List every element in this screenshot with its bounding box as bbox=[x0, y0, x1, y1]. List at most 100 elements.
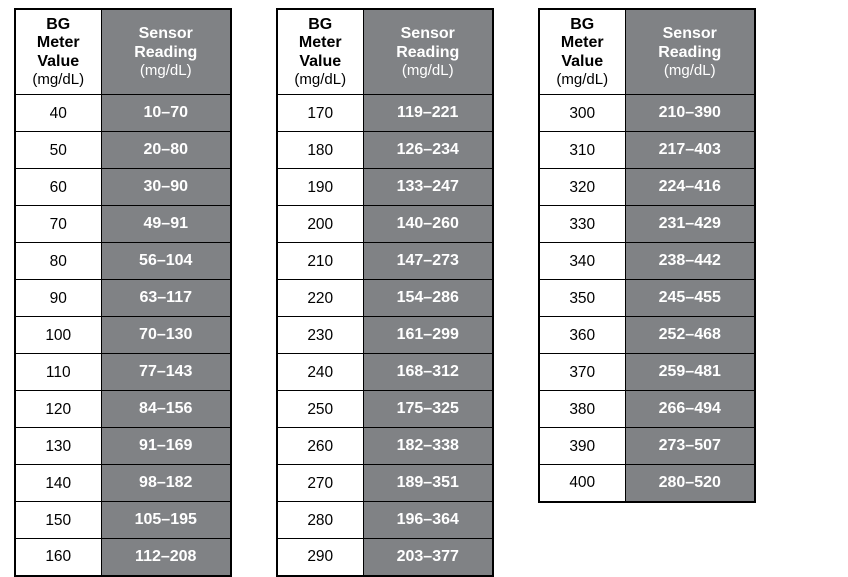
table-row: 9063–117 bbox=[15, 280, 231, 317]
cell-sensor-reading: 63–117 bbox=[101, 280, 231, 317]
cell-meter-value: 390 bbox=[539, 428, 625, 465]
table-row: 10070–130 bbox=[15, 317, 231, 354]
cell-sensor-reading: 252–468 bbox=[625, 317, 755, 354]
cell-meter-value: 120 bbox=[15, 391, 101, 428]
table-row: 310217–403 bbox=[539, 132, 755, 169]
table-row: 12084–156 bbox=[15, 391, 231, 428]
header-meter: BG Meter Value (mg/dL) bbox=[277, 9, 363, 95]
cell-meter-value: 280 bbox=[277, 502, 363, 539]
header-meter: BG Meter Value (mg/dL) bbox=[539, 9, 625, 95]
header-meter-line2: Value bbox=[548, 53, 617, 71]
table-row: 4010–70 bbox=[15, 95, 231, 132]
table-row: 280196–364 bbox=[277, 502, 493, 539]
cell-meter-value: 160 bbox=[15, 539, 101, 576]
cell-meter-value: 100 bbox=[15, 317, 101, 354]
table-row: 11077–143 bbox=[15, 354, 231, 391]
header-sensor-line2: Reading bbox=[636, 44, 745, 62]
table-row: 350245–455 bbox=[539, 280, 755, 317]
table-body-2: 170119–221180126–234190133–247200140–260… bbox=[277, 95, 493, 576]
cell-meter-value: 250 bbox=[277, 391, 363, 428]
table-row: 210147–273 bbox=[277, 243, 493, 280]
cell-sensor-reading: 56–104 bbox=[101, 243, 231, 280]
cell-sensor-reading: 245–455 bbox=[625, 280, 755, 317]
table-row: 240168–312 bbox=[277, 354, 493, 391]
cell-sensor-reading: 259–481 bbox=[625, 354, 755, 391]
table-row: 390273–507 bbox=[539, 428, 755, 465]
header-sensor: Sensor Reading (mg/dL) bbox=[363, 9, 493, 95]
table-row: 8056–104 bbox=[15, 243, 231, 280]
header-sensor-unit: (mg/dL) bbox=[374, 62, 483, 79]
table-row: 200140–260 bbox=[277, 206, 493, 243]
cell-sensor-reading: 70–130 bbox=[101, 317, 231, 354]
cell-sensor-reading: 182–338 bbox=[363, 428, 493, 465]
header-sensor-line1: Sensor bbox=[374, 25, 483, 43]
header-meter-unit: (mg/dL) bbox=[548, 71, 617, 88]
cell-sensor-reading: 98–182 bbox=[101, 465, 231, 502]
cell-sensor-reading: 175–325 bbox=[363, 391, 493, 428]
bg-sensor-table-2: BG Meter Value (mg/dL) Sensor Reading (m… bbox=[276, 8, 494, 577]
table-row: 14098–182 bbox=[15, 465, 231, 502]
table-row: 290203–377 bbox=[277, 539, 493, 576]
cell-meter-value: 240 bbox=[277, 354, 363, 391]
header-sensor-unit: (mg/dL) bbox=[112, 62, 221, 79]
table-row: 300210–390 bbox=[539, 95, 755, 132]
cell-sensor-reading: 49–91 bbox=[101, 206, 231, 243]
cell-meter-value: 340 bbox=[539, 243, 625, 280]
cell-sensor-reading: 196–364 bbox=[363, 502, 493, 539]
header-sensor-line2: Reading bbox=[112, 44, 221, 62]
cell-sensor-reading: 168–312 bbox=[363, 354, 493, 391]
cell-meter-value: 270 bbox=[277, 465, 363, 502]
header-meter-unit: (mg/dL) bbox=[286, 71, 355, 88]
cell-meter-value: 360 bbox=[539, 317, 625, 354]
cell-meter-value: 170 bbox=[277, 95, 363, 132]
table-row: 340238–442 bbox=[539, 243, 755, 280]
cell-sensor-reading: 238–442 bbox=[625, 243, 755, 280]
cell-meter-value: 330 bbox=[539, 206, 625, 243]
table-row: 320224–416 bbox=[539, 169, 755, 206]
cell-meter-value: 110 bbox=[15, 354, 101, 391]
table-row: 7049–91 bbox=[15, 206, 231, 243]
cell-meter-value: 220 bbox=[277, 280, 363, 317]
header-sensor-unit: (mg/dL) bbox=[636, 62, 745, 79]
cell-meter-value: 320 bbox=[539, 169, 625, 206]
header-sensor: Sensor Reading (mg/dL) bbox=[101, 9, 231, 95]
table-header: BG Meter Value (mg/dL) Sensor Reading (m… bbox=[277, 9, 493, 95]
cell-sensor-reading: 10–70 bbox=[101, 95, 231, 132]
table-row: 150105–195 bbox=[15, 502, 231, 539]
cell-sensor-reading: 126–234 bbox=[363, 132, 493, 169]
cell-meter-value: 80 bbox=[15, 243, 101, 280]
table-row: 380266–494 bbox=[539, 391, 755, 428]
table-row: 13091–169 bbox=[15, 428, 231, 465]
table-row: 170119–221 bbox=[277, 95, 493, 132]
cell-sensor-reading: 273–507 bbox=[625, 428, 755, 465]
cell-sensor-reading: 91–169 bbox=[101, 428, 231, 465]
header-meter-line2: Value bbox=[286, 53, 355, 71]
cell-meter-value: 210 bbox=[277, 243, 363, 280]
cell-sensor-reading: 84–156 bbox=[101, 391, 231, 428]
table-row: 370259–481 bbox=[539, 354, 755, 391]
table-row: 230161–299 bbox=[277, 317, 493, 354]
cell-meter-value: 380 bbox=[539, 391, 625, 428]
header-meter-line1: BG Meter bbox=[286, 16, 355, 53]
cell-sensor-reading: 189–351 bbox=[363, 465, 493, 502]
cell-meter-value: 400 bbox=[539, 465, 625, 502]
table-row: 400280–520 bbox=[539, 465, 755, 502]
cell-sensor-reading: 112–208 bbox=[101, 539, 231, 576]
cell-meter-value: 130 bbox=[15, 428, 101, 465]
header-sensor: Sensor Reading (mg/dL) bbox=[625, 9, 755, 95]
cell-meter-value: 140 bbox=[15, 465, 101, 502]
cell-sensor-reading: 161–299 bbox=[363, 317, 493, 354]
table-row: 270189–351 bbox=[277, 465, 493, 502]
table-header: BG Meter Value (mg/dL) Sensor Reading (m… bbox=[539, 9, 755, 95]
cell-sensor-reading: 217–403 bbox=[625, 132, 755, 169]
cell-sensor-reading: 105–195 bbox=[101, 502, 231, 539]
header-sensor-line2: Reading bbox=[374, 44, 483, 62]
header-meter-unit: (mg/dL) bbox=[24, 71, 93, 88]
cell-sensor-reading: 266–494 bbox=[625, 391, 755, 428]
header-meter: BG Meter Value (mg/dL) bbox=[15, 9, 101, 95]
cell-sensor-reading: 280–520 bbox=[625, 465, 755, 502]
table-row: 160112–208 bbox=[15, 539, 231, 576]
cell-meter-value: 90 bbox=[15, 280, 101, 317]
header-sensor-line1: Sensor bbox=[636, 25, 745, 43]
cell-meter-value: 300 bbox=[539, 95, 625, 132]
